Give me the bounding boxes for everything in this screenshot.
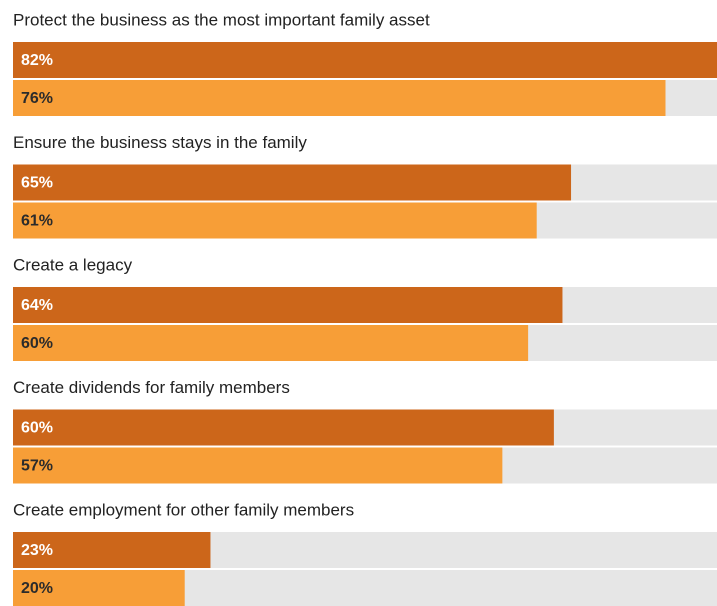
value-label: 64%: [21, 297, 53, 314]
bar: [13, 164, 572, 201]
bar: [13, 570, 185, 606]
bar: [13, 325, 529, 361]
value-label: 76%: [21, 90, 53, 107]
bar: [13, 202, 537, 239]
value-label: 82%: [21, 52, 53, 69]
bar: [13, 447, 503, 484]
value-label: 60%: [21, 420, 53, 437]
category-label: Ensure the business stays in the family: [13, 133, 307, 152]
bar: [13, 532, 211, 568]
category-label: Protect the business as the most importa…: [13, 10, 430, 29]
bar: [13, 287, 563, 323]
bar: [13, 42, 717, 78]
value-label: 23%: [21, 542, 53, 559]
bar: [13, 80, 666, 116]
category-label: Create employment for other family membe…: [13, 500, 354, 519]
bar: [13, 409, 554, 446]
category-label: Create dividends for family members: [13, 378, 290, 397]
value-label: 57%: [21, 458, 53, 475]
value-label: 20%: [21, 580, 53, 597]
value-label: 65%: [21, 175, 53, 192]
value-label: 61%: [21, 213, 53, 230]
value-label: 60%: [21, 335, 53, 352]
category-label: Create a legacy: [13, 255, 133, 274]
